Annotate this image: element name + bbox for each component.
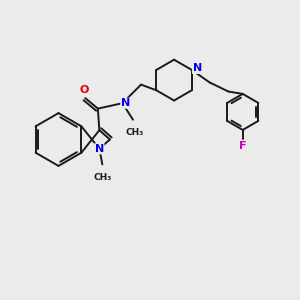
Text: N: N [121, 98, 130, 108]
Text: F: F [239, 141, 247, 151]
Text: CH₃: CH₃ [94, 173, 112, 182]
Text: N: N [193, 63, 202, 74]
Text: CH₃: CH₃ [125, 128, 144, 137]
Text: N: N [95, 144, 104, 154]
Text: O: O [80, 85, 89, 95]
